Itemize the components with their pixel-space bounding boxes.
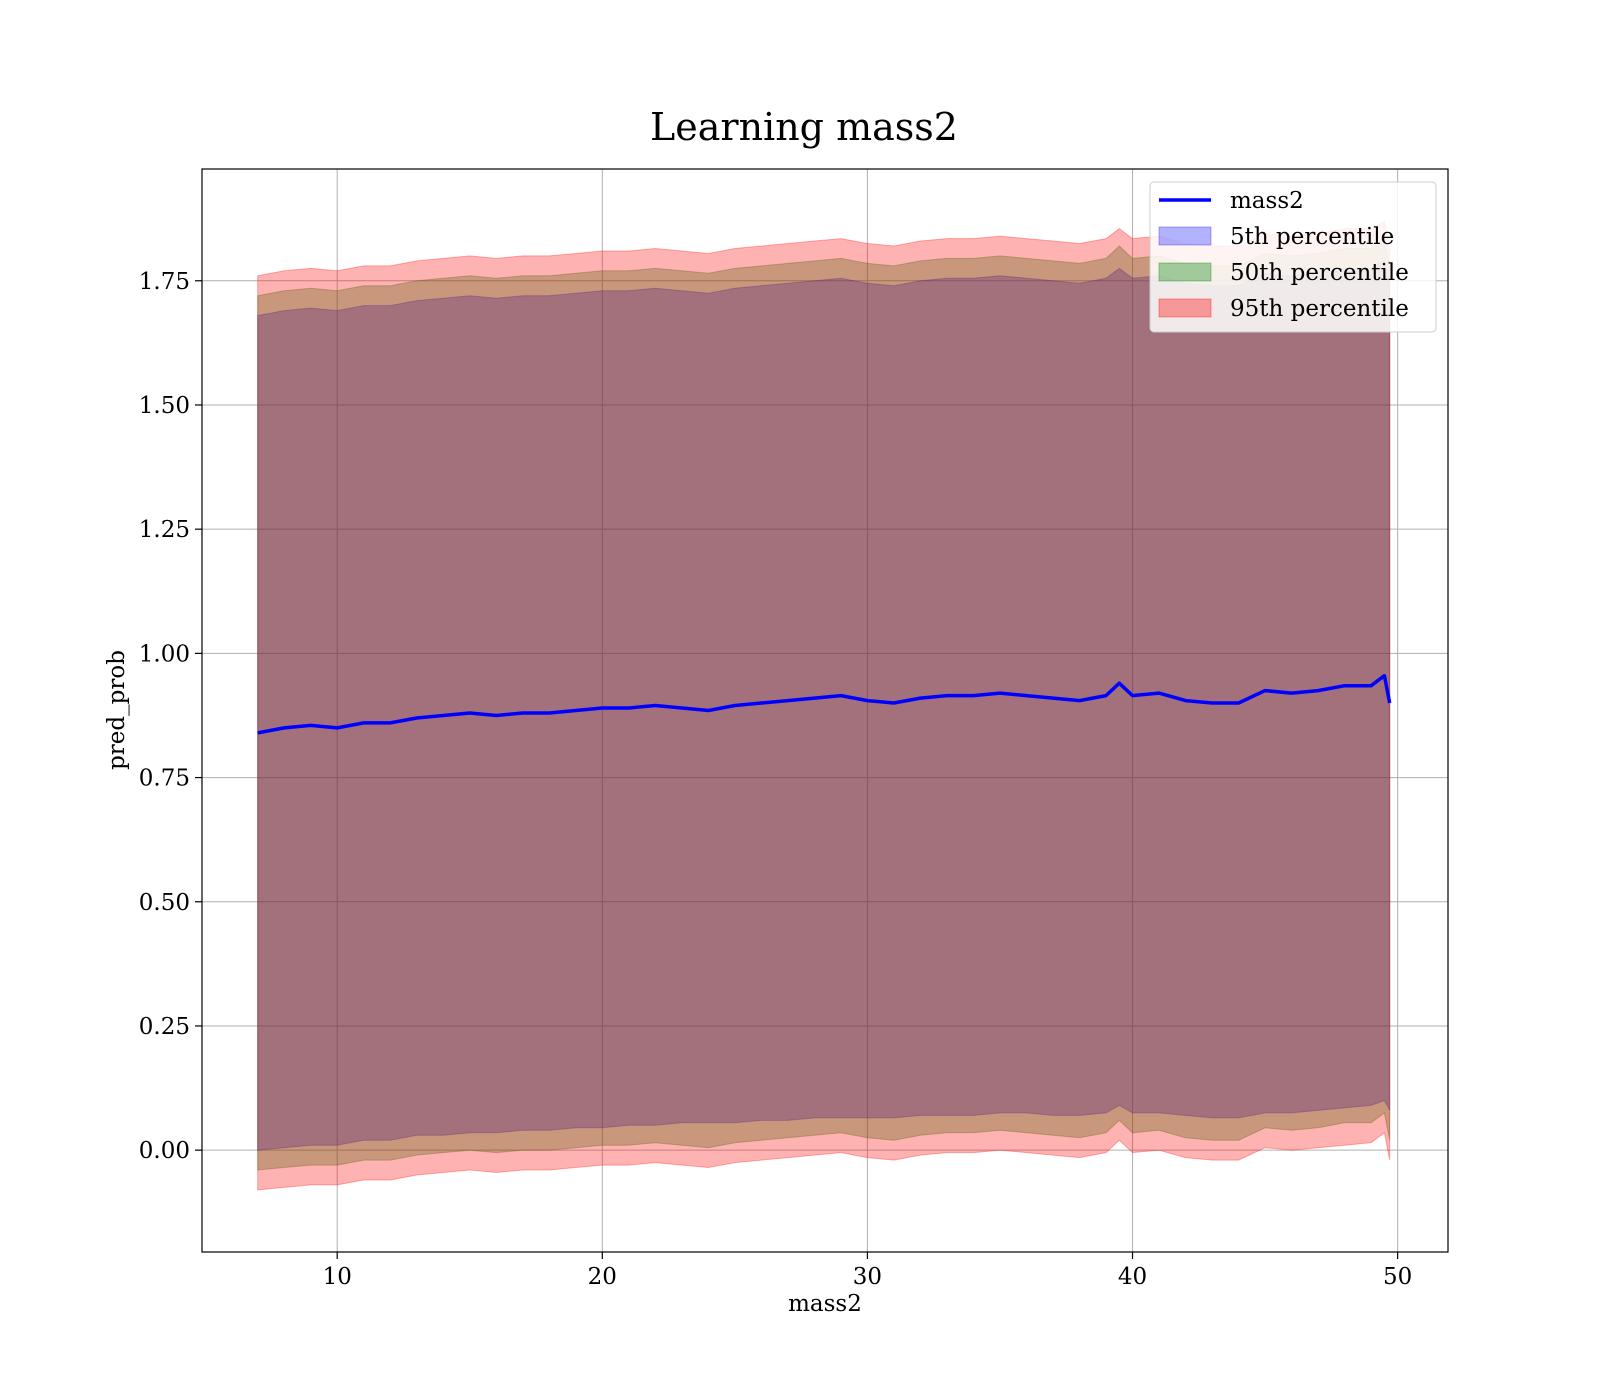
legend-label-mass2: mass2 bbox=[1230, 188, 1304, 214]
band-95th-percentile bbox=[257, 220, 1391, 1191]
y-tick-label: 0.75 bbox=[139, 766, 190, 792]
x-tick-label: 10 bbox=[323, 1264, 352, 1290]
grid bbox=[202, 169, 1448, 1252]
x-axis-ticks: 10 20 30 40 50 bbox=[323, 1252, 1412, 1290]
x-axis-label: mass2 bbox=[788, 1291, 862, 1317]
x-tick-label: 40 bbox=[1118, 1264, 1147, 1290]
chart-title: Learning mass2 bbox=[650, 105, 958, 149]
mass2-line-layer bbox=[257, 673, 1392, 735]
legend: mass2 5th percentile 50th percentile 95t… bbox=[1149, 181, 1437, 333]
legend-label-50th-percentile: 50th percentile bbox=[1230, 260, 1409, 286]
y-axis-ticks: 0.00 0.25 0.50 0.75 1.00 1.25 1.50 1.75 bbox=[139, 269, 202, 1164]
legend-swatch-50th-percentile bbox=[1158, 262, 1212, 282]
band-5th-percentile bbox=[257, 260, 1391, 1151]
y-tick-label: 1.75 bbox=[139, 269, 190, 295]
y-tick-label: 0.25 bbox=[139, 1014, 190, 1040]
y-tick-label: 0.00 bbox=[139, 1138, 190, 1164]
series-line-mass2 bbox=[257, 673, 1392, 735]
legend-label-5th-percentile: 5th percentile bbox=[1230, 224, 1394, 250]
x-tick-label: 50 bbox=[1383, 1264, 1412, 1290]
plot-frame bbox=[201, 168, 1449, 1253]
y-axis-label: pred_prob bbox=[104, 650, 130, 770]
legend-swatch-95th-percentile bbox=[1158, 298, 1212, 318]
legend-box bbox=[1149, 181, 1437, 333]
percentile-bands bbox=[257, 220, 1391, 1191]
legend-swatch-5th-percentile bbox=[1158, 226, 1212, 246]
x-tick-label: 30 bbox=[853, 1264, 882, 1290]
band-50th-percentile bbox=[257, 237, 1391, 1171]
y-tick-label: 1.25 bbox=[139, 517, 190, 543]
y-tick-label: 0.50 bbox=[139, 890, 190, 916]
y-tick-label: 1.50 bbox=[139, 393, 190, 419]
y-tick-label: 1.00 bbox=[139, 641, 190, 667]
legend-label-95th-percentile: 95th percentile bbox=[1230, 296, 1409, 322]
x-tick-label: 20 bbox=[588, 1264, 617, 1290]
